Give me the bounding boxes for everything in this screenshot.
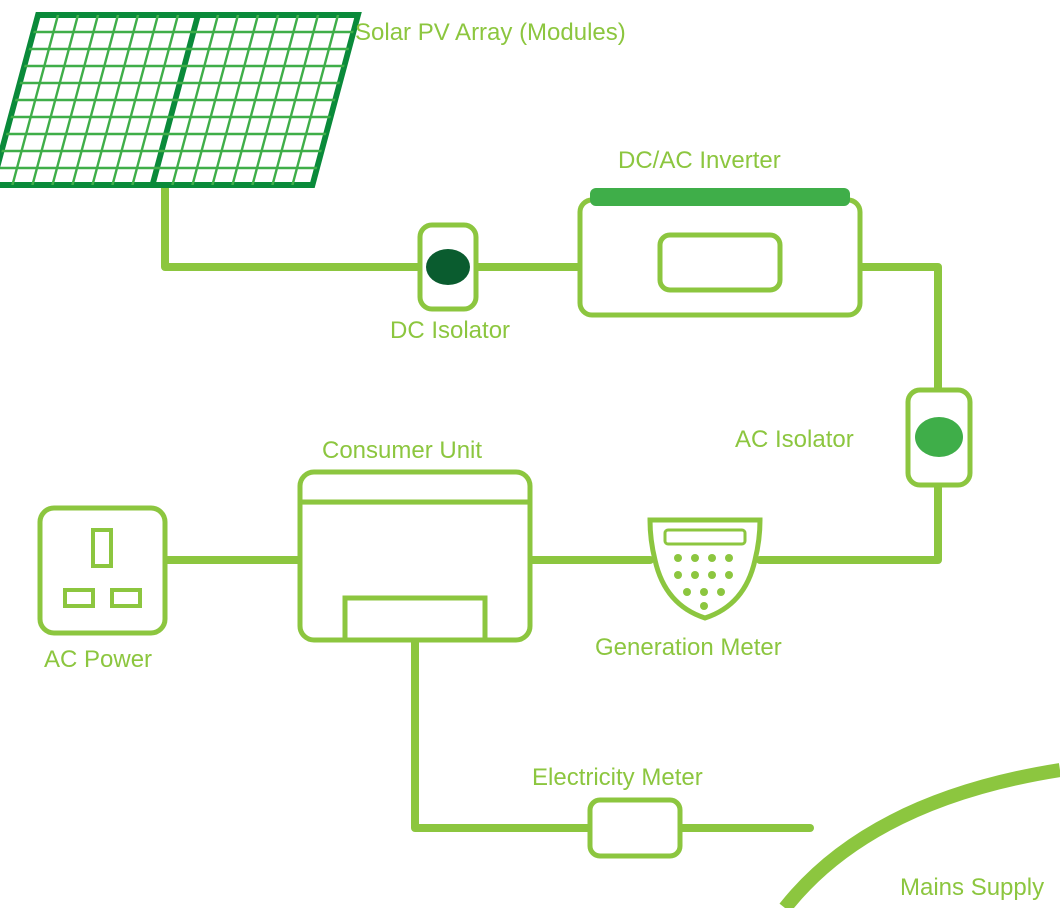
mains-supply-label: Mains Supply <box>900 874 1044 901</box>
dc-isolator-label: DC Isolator <box>390 317 510 344</box>
ac-isolator-icon <box>908 390 970 485</box>
inverter-icon <box>580 188 860 315</box>
solar-pv-diagram: Solar PV Array (Modules) DC Isolator DC/… <box>0 0 1060 908</box>
generation-meter-label: Generation Meter <box>595 634 782 661</box>
ac-isolator-label: AC Isolator <box>735 426 854 453</box>
edge-ac_iso-gen_meter <box>760 480 938 560</box>
consumer-unit-icon <box>300 472 530 640</box>
solar-array-label: Solar PV Array (Modules) <box>355 19 626 46</box>
electricity-meter-label: Electricity Meter <box>532 764 703 791</box>
dc-isolator-icon <box>420 225 476 309</box>
ac-power-icon <box>40 508 165 633</box>
inverter-label: DC/AC Inverter <box>618 147 781 174</box>
generation-meter-icon <box>650 520 760 618</box>
edge-inverter-ac_iso <box>850 267 938 390</box>
ac-power-label: AC Power <box>44 646 152 673</box>
edge-solar-dc_iso <box>165 185 420 267</box>
edge-consumer-elec_meter <box>415 640 590 828</box>
electricity-meter-icon <box>590 800 680 856</box>
solar-array-icon <box>0 15 358 185</box>
consumer-unit-label: Consumer Unit <box>322 437 482 464</box>
